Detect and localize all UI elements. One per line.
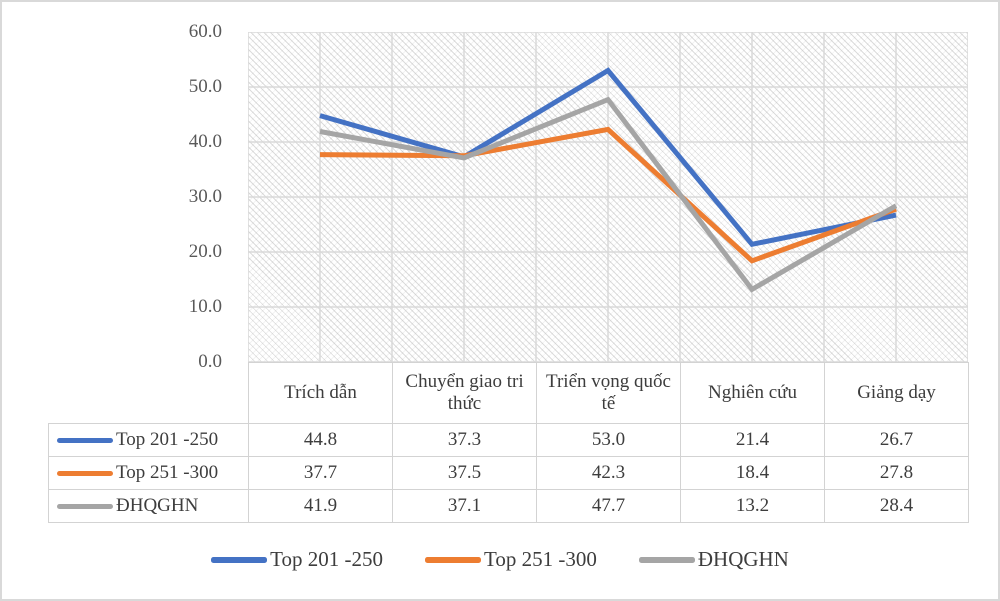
y-tick-label: 50.0 xyxy=(188,76,222,97)
value-cell: 47.7 xyxy=(536,489,681,523)
legend-item: ĐHQGHN xyxy=(638,547,789,572)
plot-area xyxy=(248,32,968,362)
chart-data-table: Trích dẫn Chuyển giao tri thức Triển vọn… xyxy=(48,362,969,523)
series-key-cell: ĐHQGHN xyxy=(48,489,249,523)
value-cell: 37.3 xyxy=(392,423,537,457)
table-row: Top 251 -300 37.7 37.5 42.3 18.4 27.8 xyxy=(48,456,969,490)
column-header: Giảng dạy xyxy=(824,362,969,424)
series-label: Top 201 -250 xyxy=(116,429,219,450)
series-line-swatch xyxy=(57,437,113,443)
y-tick-label: 30.0 xyxy=(188,186,222,207)
legend-line-swatch xyxy=(425,556,481,563)
legend-line-swatch xyxy=(638,556,695,563)
column-header: Triển vọng quốc tế xyxy=(536,362,681,424)
value-cell: 28.4 xyxy=(824,489,969,523)
value-cell: 26.7 xyxy=(824,423,969,457)
table-row: Top 201 -250 44.8 37.3 53.0 21.4 26.7 xyxy=(48,423,969,457)
table-header-row: Trích dẫn Chuyển giao tri thức Triển vọn… xyxy=(49,362,969,424)
table-row: ĐHQGHN 41.9 37.1 47.7 13.2 28.4 xyxy=(48,489,969,523)
series-key-cell: Top 201 -250 xyxy=(48,423,249,457)
value-cell: 27.8 xyxy=(824,456,969,490)
legend-label: Top 201 -250 xyxy=(270,547,383,571)
series-key-cell: Top 251 -300 xyxy=(48,456,249,490)
series-label: ĐHQGHN xyxy=(116,495,199,516)
y-tick-label: 60.0 xyxy=(188,21,222,42)
y-tick-label: 10.0 xyxy=(188,296,222,317)
value-cell: 41.9 xyxy=(248,489,393,523)
value-cell: 44.8 xyxy=(248,423,393,457)
legend-item: Top 251 -300 xyxy=(425,547,597,572)
y-tick-label: 20.0 xyxy=(188,241,222,262)
chart-legend: Top 201 -250 Top 251 -300 ĐHQGHN xyxy=(2,547,998,572)
y-axis: 60.0 50.0 40.0 30.0 20.0 10.0 0.0 xyxy=(2,2,222,382)
legend-item: Top 201 -250 xyxy=(211,547,383,572)
series-line-swatch xyxy=(57,503,113,509)
legend-label: Top 251 -300 xyxy=(484,547,597,571)
value-cell: 53.0 xyxy=(536,423,681,457)
line-series-plot xyxy=(248,32,968,362)
y-tick-label: 40.0 xyxy=(188,131,222,152)
series-line-swatch xyxy=(57,470,113,476)
column-header: Trích dẫn xyxy=(248,362,393,424)
legend-line-swatch xyxy=(211,556,268,563)
column-header: Chuyển giao tri thức xyxy=(392,362,537,424)
value-cell: 37.1 xyxy=(392,489,537,523)
y-tick-label: 0.0 xyxy=(198,351,222,372)
value-cell: 42.3 xyxy=(536,456,681,490)
value-cell: 18.4 xyxy=(680,456,825,490)
legend-label: ĐHQGHN xyxy=(697,547,789,571)
value-cell: 13.2 xyxy=(680,489,825,523)
table-corner-cell xyxy=(49,363,249,424)
value-cell: 21.4 xyxy=(680,423,825,457)
column-header: Nghiên cứu xyxy=(680,362,825,424)
value-cell: 37.7 xyxy=(248,456,393,490)
value-cell: 37.5 xyxy=(392,456,537,490)
series-label: Top 251 -300 xyxy=(116,462,219,483)
